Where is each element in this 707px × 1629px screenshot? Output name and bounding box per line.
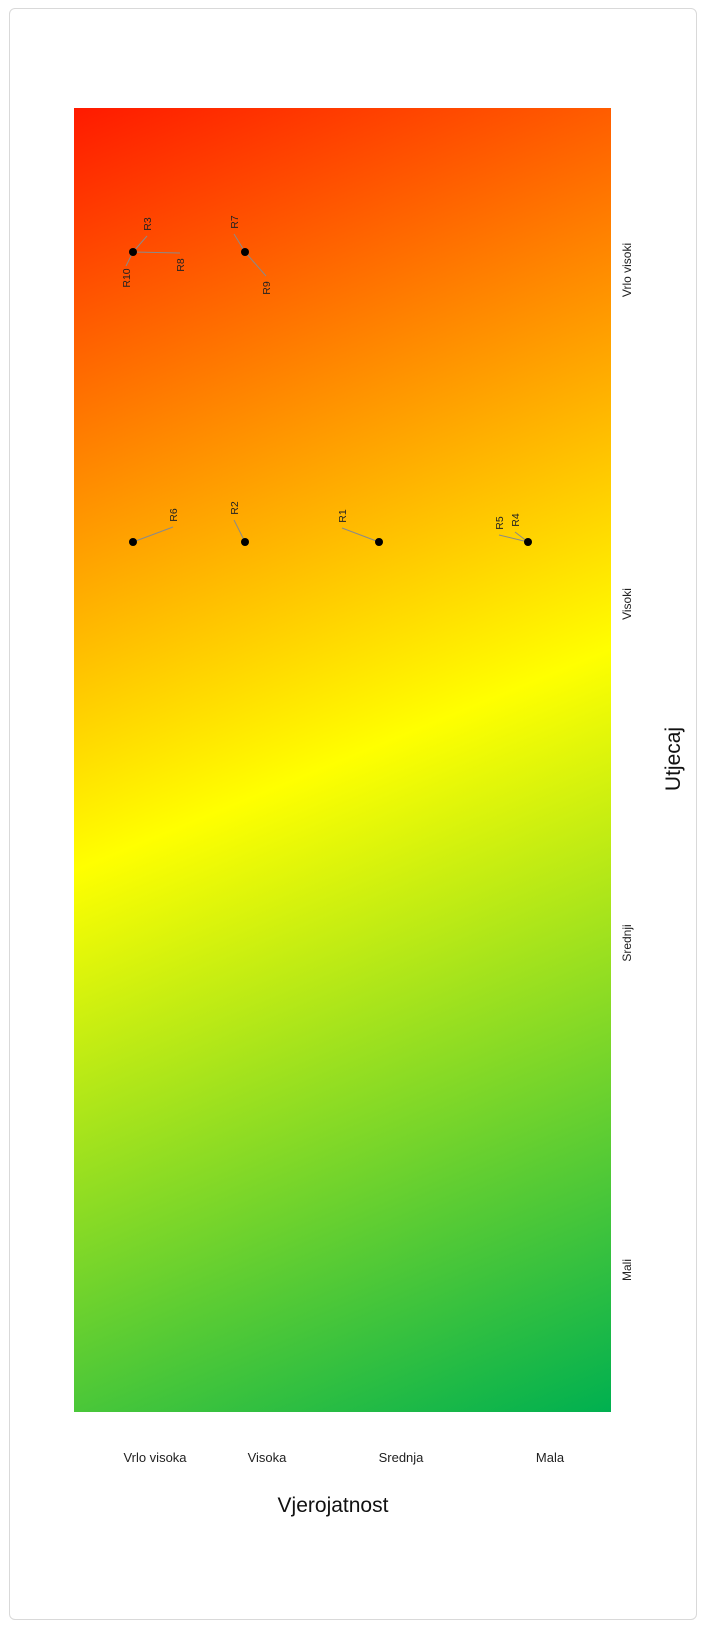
point-label-r7: R7 [229, 215, 241, 229]
leader-line-r6 [132, 526, 174, 543]
x-tick-vrlo-visoka: Vrlo visoka [123, 1450, 187, 1465]
point-label-r8: R8 [175, 258, 187, 272]
leader-line-r5 [498, 534, 529, 543]
x-tick-mala: Mala [536, 1450, 565, 1465]
y-tick-mali: Mali [620, 1259, 634, 1281]
y-tick-srednji: Srednji [620, 924, 634, 961]
risk-point-marker [524, 538, 532, 546]
point-label-r2: R2 [229, 501, 241, 515]
leader-line-r8 [132, 251, 181, 254]
x-tick-srednja: Srednja [379, 1450, 425, 1465]
leader-line-r1 [341, 527, 380, 543]
y-tick-visoki: Visoki [620, 588, 634, 620]
x-axis-title: Vjerojatnost [278, 1494, 389, 1517]
leader-line-r2 [233, 519, 246, 543]
point-label-r1: R1 [337, 509, 349, 523]
risk-point-marker [129, 248, 137, 256]
risk-point-marker [241, 538, 249, 546]
point-label-r6: R6 [168, 508, 180, 522]
point-label-r3: R3 [142, 217, 154, 231]
y-axis-title: Utjecaj [662, 727, 685, 791]
plot-area [74, 108, 611, 1412]
point-label-r5: R5 [494, 516, 506, 530]
point-label-r4: R4 [510, 513, 522, 527]
x-tick-visoka: Visoka [248, 1450, 288, 1465]
point-label-r10: R10 [121, 268, 133, 287]
risk-point-marker [375, 538, 383, 546]
point-label-r9: R9 [261, 281, 273, 295]
risk-point-marker [129, 538, 137, 546]
risk-point-marker [241, 248, 249, 256]
y-tick-vrlo-visoki: Vrlo visoki [620, 243, 634, 297]
leader-line-r9 [244, 251, 267, 277]
